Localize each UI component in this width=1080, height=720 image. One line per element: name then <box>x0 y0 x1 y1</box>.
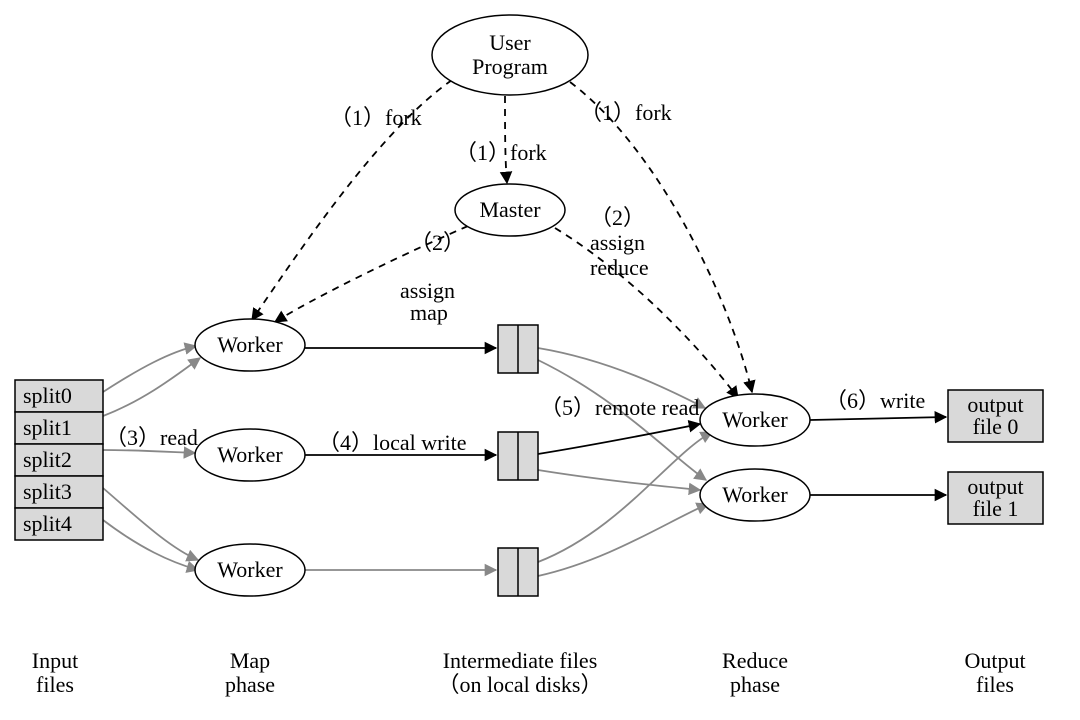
input-splits: split0 split1 split2 split3 split4 <box>15 380 103 540</box>
split-label: split3 <box>23 479 72 504</box>
phase-label-inter: （on local disks） <box>438 672 603 697</box>
flow-arrow <box>103 450 195 453</box>
split-label: split2 <box>23 447 72 472</box>
flow-arrow <box>103 346 196 392</box>
output-file-label: file 0 <box>973 414 1019 439</box>
control-arrow <box>555 228 738 398</box>
phase-label-input: files <box>36 672 74 697</box>
flow-arrow <box>538 504 708 576</box>
master-label: Master <box>479 197 541 222</box>
worker_map_3-label: Worker <box>217 557 283 582</box>
edge-label-assign_r1: （2） <box>590 205 645 230</box>
user_program-label: User <box>489 30 531 55</box>
phase-label-map: phase <box>225 672 275 697</box>
edge-label-assign_map3: map <box>410 300 448 325</box>
split-label: split1 <box>23 415 72 440</box>
phase-label-output: Output <box>964 648 1025 673</box>
edge-label-local_write: （4）local write <box>318 430 466 455</box>
flow-arrow <box>538 432 712 562</box>
output-file-label: file 1 <box>973 496 1019 521</box>
edge-label-assign_r3: reduce <box>590 255 649 280</box>
flow-arrow <box>103 488 198 560</box>
edge-label-assign_map1: （2） <box>410 230 465 255</box>
edge-label-fork_left: （1）fork <box>330 105 422 130</box>
edge-label-read: （3）read <box>105 425 198 450</box>
output-files: outputfile 0outputfile 1 <box>948 390 1043 524</box>
phase-label-reduce: phase <box>730 672 780 697</box>
phase-label-inter: Intermediate files <box>443 648 598 673</box>
worker_reduce_2-label: Worker <box>722 482 788 507</box>
phase-label-reduce: Reduce <box>722 648 788 673</box>
data-arrow <box>538 424 700 454</box>
flow-arrow <box>103 520 198 570</box>
user_program-label: Program <box>472 54 548 79</box>
worker_map_1-label: Worker <box>217 332 283 357</box>
edge-label-write: （6）write <box>825 388 925 413</box>
phase-label-input: Input <box>32 648 78 673</box>
edge-label-fork_right: （1）fork <box>580 100 672 125</box>
flow-arrow <box>538 360 706 480</box>
worker_reduce_1-label: Worker <box>722 407 788 432</box>
phase-label-output: files <box>976 672 1014 697</box>
flow-arrow <box>103 358 200 416</box>
phase-label-map: Map <box>230 648 270 673</box>
split-label: split0 <box>23 383 72 408</box>
edge-label-assign_r2: assign <box>590 230 645 255</box>
edge-label-remote_read: （5）remote read <box>540 395 699 420</box>
data-arrow <box>810 417 946 420</box>
intermediate-files <box>498 325 538 596</box>
edge-label-fork_mid: （1）fork <box>455 140 547 165</box>
worker_map_2-label: Worker <box>217 442 283 467</box>
flow-arrow <box>538 470 700 490</box>
split-label: split4 <box>23 511 72 536</box>
